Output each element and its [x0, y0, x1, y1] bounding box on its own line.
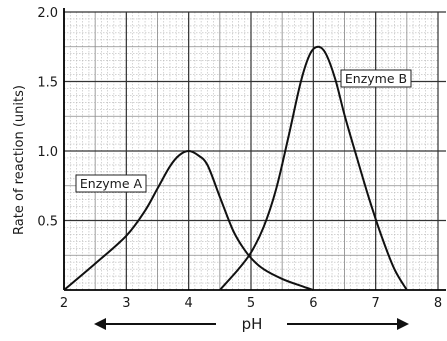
enzyme-b-label: Enzyme B [345, 71, 407, 86]
enzyme-a-label-box [75, 174, 147, 193]
x-axis-left-arrow [94, 318, 216, 330]
x-tick-label: 6 [309, 296, 317, 311]
tick-labels: 2 3 4 5 6 7 8 0.5 1.0 1.5 2.0 [37, 6, 442, 311]
x-tick-label: 4 [185, 296, 193, 311]
series-lines [63, 45, 408, 291]
x-axis-right-arrow [287, 318, 409, 330]
y-axis-title: Rate of reaction (units) [12, 85, 27, 235]
y-tick-label: 2.0 [37, 6, 58, 21]
enzyme-b-label-box [340, 69, 412, 88]
x-tick-label: 2 [60, 296, 68, 311]
x-tick-label: 5 [247, 296, 255, 311]
enzyme-b-curve [219, 45, 408, 291]
y-tick-label: 1.5 [37, 76, 58, 91]
y-tick-label: 1.0 [37, 145, 58, 160]
axes [63, 8, 446, 291]
x-axis-title: pH [242, 315, 263, 333]
series-labels: Enzyme A Enzyme B [75, 69, 412, 193]
x-tick-label: 3 [122, 296, 130, 311]
y-tick-label: 0.5 [37, 215, 58, 230]
axis-titles: Rate of reaction (units) pH [12, 85, 409, 333]
x-tick-label: 7 [372, 296, 380, 311]
enzyme-a-label: Enzyme A [80, 176, 143, 191]
x-tick-label: 8 [434, 296, 442, 311]
enzyme-a-curve [63, 149, 314, 291]
